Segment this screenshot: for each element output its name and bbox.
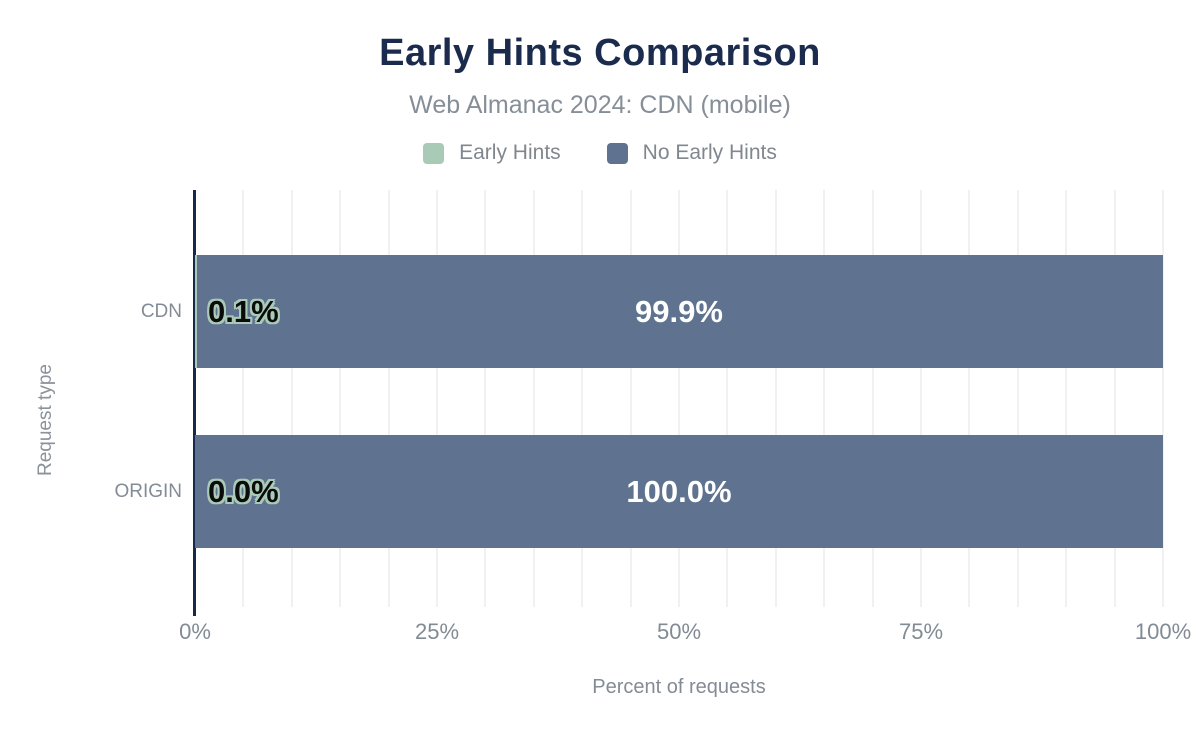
gridline bbox=[629, 190, 632, 607]
early-hints-swatch-icon bbox=[423, 142, 445, 164]
gridline bbox=[1162, 190, 1164, 607]
gridline bbox=[484, 190, 487, 607]
chart-title: Early Hints Comparison bbox=[379, 32, 821, 74]
gridline bbox=[532, 190, 535, 607]
no-early-hints-swatch-icon bbox=[606, 142, 628, 164]
legend: Early Hints No Early Hints bbox=[0, 141, 1200, 165]
gridline bbox=[1016, 190, 1019, 607]
bar-segment-early-hints[interactable] bbox=[195, 255, 197, 368]
value-label-early-hints: 0.0% bbox=[208, 473, 279, 509]
legend-label-early-hints: Early Hints bbox=[459, 141, 561, 164]
y-axis-line bbox=[193, 190, 196, 616]
bar-segment-no-early-hints[interactable] bbox=[197, 255, 1163, 368]
stacked-bar-cdn bbox=[195, 255, 1163, 368]
bar-row-origin: ORIGIN 0.0% 100.0% bbox=[114, 435, 1163, 548]
legend-item-no-early-hints[interactable]: No Early Hints bbox=[606, 141, 777, 165]
gridline bbox=[1113, 190, 1116, 607]
x-tick-label: 75% bbox=[898, 619, 944, 644]
gridline bbox=[726, 190, 729, 607]
x-axis-ticks: 0% 25% 50% 75% 100% bbox=[179, 619, 1191, 649]
bar-segment-no-early-hints[interactable] bbox=[195, 435, 1163, 548]
gridline bbox=[1065, 190, 1068, 607]
gridline bbox=[242, 190, 245, 607]
value-label-no-early-hints: 99.9% bbox=[635, 293, 723, 329]
x-tick-label: 0% bbox=[179, 619, 211, 644]
gridline bbox=[774, 190, 777, 607]
x-axis-title: Percent of requests bbox=[592, 676, 766, 698]
x-tick-label: 25% bbox=[414, 619, 460, 644]
gridline bbox=[387, 190, 390, 607]
category-label-cdn: CDN bbox=[140, 300, 182, 322]
y-axis-title: Request type bbox=[35, 364, 56, 476]
gridline bbox=[339, 190, 342, 607]
gridline bbox=[290, 190, 293, 607]
stacked-bar-origin bbox=[195, 435, 1163, 548]
x-tick-label: 50% bbox=[656, 619, 702, 644]
x-tick-label: 100% bbox=[1134, 619, 1192, 644]
gridline bbox=[968, 190, 971, 607]
bar-row-cdn: CDN 0.1% 99.9% bbox=[141, 255, 1163, 368]
gridline bbox=[871, 190, 874, 607]
gridline bbox=[823, 190, 826, 607]
gridline bbox=[436, 190, 438, 607]
value-label-no-early-hints: 100.0% bbox=[626, 473, 732, 509]
gridline bbox=[678, 190, 680, 607]
gridline bbox=[920, 190, 922, 607]
plot-area: CDN 0.1% 99.9% ORIGIN 0.0% 100.0% 0% 25% 5… bbox=[114, 190, 1191, 644]
chart-subtitle: Web Almanac 2024: CDN (mobile) bbox=[409, 91, 791, 119]
gridline bbox=[581, 190, 584, 607]
legend-label-no-early-hints: No Early Hints bbox=[642, 141, 777, 164]
legend-item-early-hints[interactable]: Early Hints bbox=[423, 141, 561, 165]
category-label-origin: ORIGIN bbox=[114, 480, 182, 502]
value-label-early-hints: 0.1% bbox=[208, 293, 279, 329]
